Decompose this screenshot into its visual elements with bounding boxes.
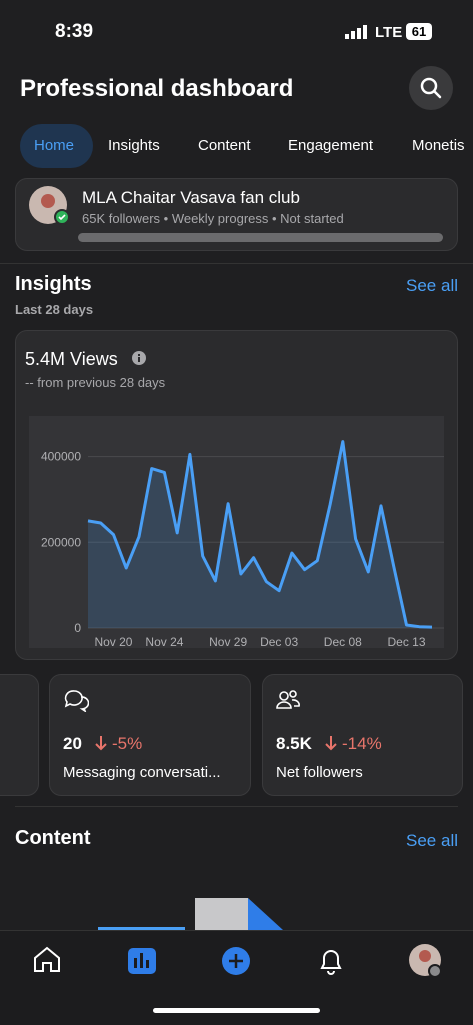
home-indicator [153,1008,320,1013]
x-tick-label: Nov 20 [94,635,132,648]
status-network: LTE [375,24,403,41]
see-all[interactable]: See all [406,276,458,295]
views-change: -- from previous 28 days [25,375,166,390]
divider [15,806,458,807]
x-tick-label: Nov 24 [145,635,183,648]
metric-change: -5% [112,734,143,753]
section-title: Content [15,827,91,849]
tab[interactable]: Home [34,137,75,154]
profile-subtitle: 65K followers • Weekly progress • Not st… [82,211,344,226]
nav-notifications[interactable] [320,950,342,975]
x-tick-label: Nov 29 [209,635,247,648]
down-arrow [95,736,107,751]
area [88,441,432,628]
metric-label: Messaging conversati... [63,764,221,781]
status-time: 8:39 [55,21,94,42]
thumbnail [98,927,185,930]
down-arrow [325,736,337,751]
info-icon[interactable] [132,351,146,365]
y-tick-label: 0 [74,621,81,635]
metric-card[interactable] [49,674,251,796]
signal-icon [345,25,367,39]
line [87,440,433,629]
page-title: Professional dashboard [20,75,294,102]
profile-name: MLA Chaitar Vasava fan club [82,188,300,207]
x-tick-label: Dec 13 [388,635,426,648]
metric-card[interactable] [0,674,39,796]
search-button[interactable] [409,66,453,110]
y-tick-label: 400000 [41,450,81,464]
people-icon [276,690,300,709]
nav-dashboard[interactable] [128,948,156,974]
metric-value: 20 [63,734,82,753]
divider [0,263,473,264]
thumbnail [195,898,283,930]
tab-active-bg [20,124,93,168]
x-tick-label: Dec 08 [324,635,362,648]
tab[interactable]: Monetis [412,137,465,154]
metric-label: Net followers [276,764,363,781]
x-tick-label: Dec 03 [260,635,298,648]
metric-value: 8.5K [276,734,312,753]
see-all[interactable]: See all [406,831,458,850]
chat-icon [64,690,89,712]
chart: 0 200000 400000 Nov 20 Nov 24 Nov 29 Dec 03 Dec… [29,416,444,648]
views-title: 5.4M Views [25,349,118,369]
nav-icons [34,944,442,978]
period: Last 28 days [15,302,94,317]
section-title: Insights [15,273,92,295]
metric-change: -14% [342,734,382,753]
nav-create[interactable] [222,947,250,975]
tab[interactable]: Insights [108,137,160,154]
nav-home[interactable] [34,946,60,972]
nav-profile[interactable] [409,944,442,978]
y-tick-label: 200000 [41,535,81,549]
tab[interactable]: Engagement [288,137,374,154]
tab[interactable]: Content [198,137,251,154]
avatar [29,186,70,225]
progress-bar [78,233,443,242]
battery: 61 [406,23,432,40]
